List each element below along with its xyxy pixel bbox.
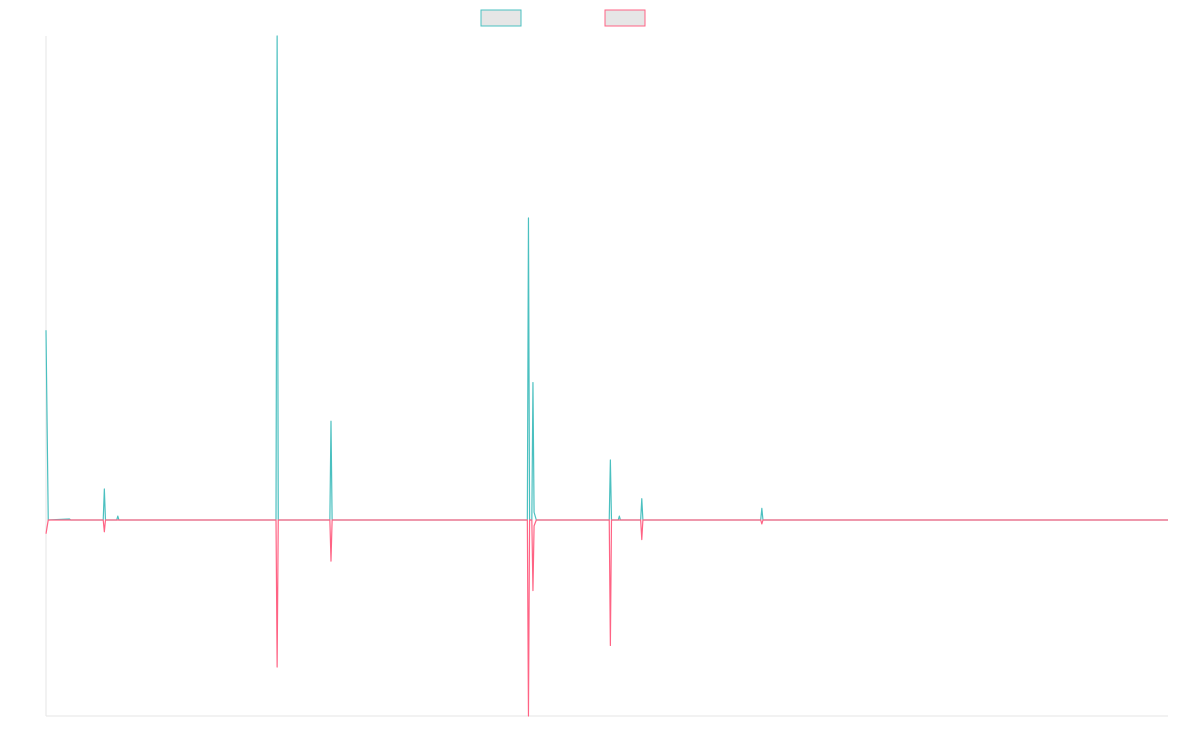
series-layer [45,35,1168,717]
legend-swatch-1[interactable] [480,9,522,27]
series-line-2 [45,519,1168,717]
series-line-1 [45,35,1168,521]
legend-swatch-2[interactable] [604,9,646,27]
legend [480,9,646,27]
